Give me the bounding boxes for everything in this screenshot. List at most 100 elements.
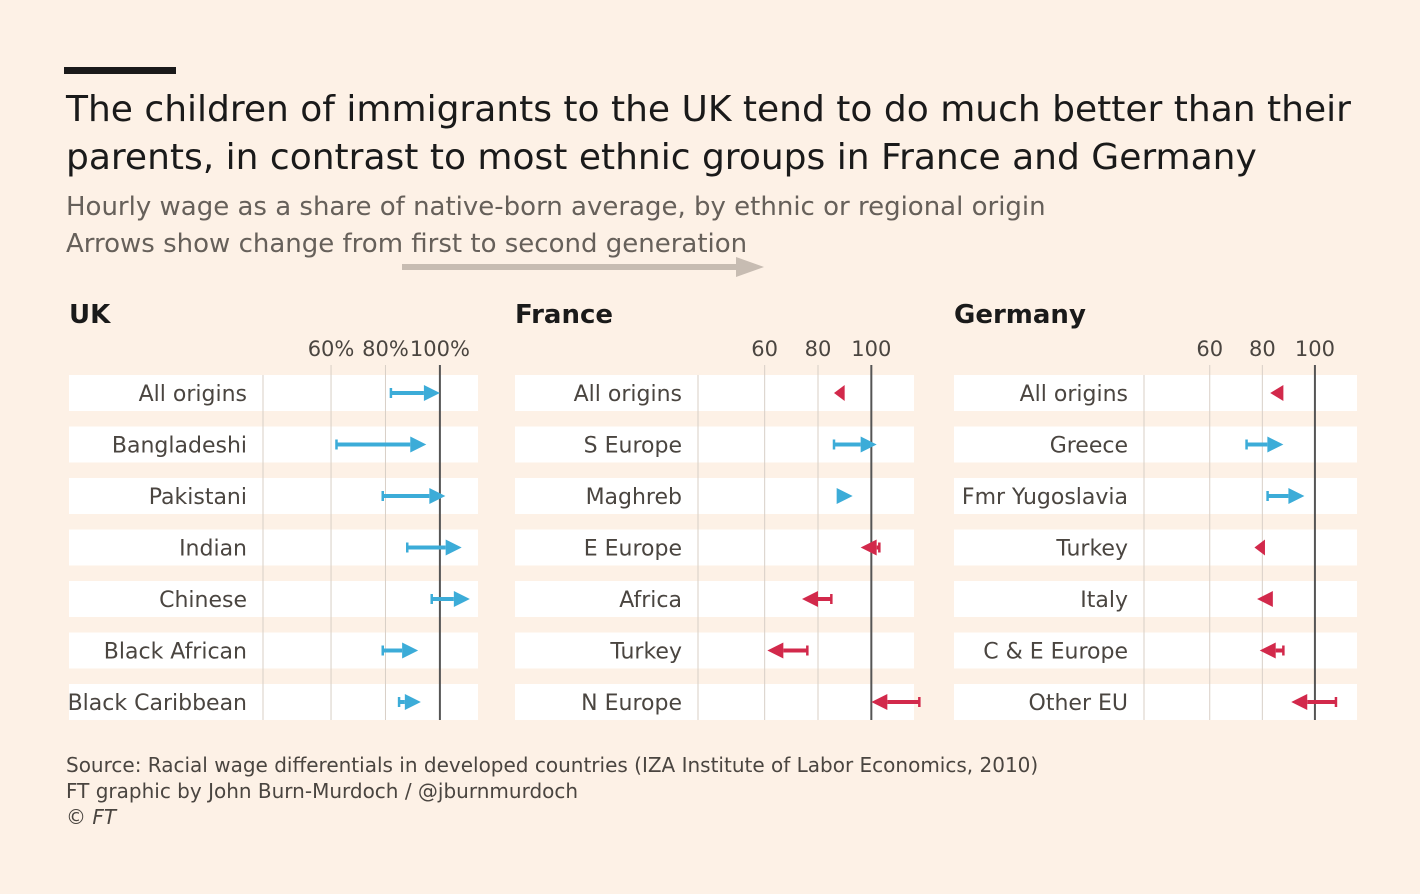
france-row-bg-turkey (515, 632, 914, 669)
uk-arrow-indian (405, 539, 462, 556)
uk-arrow-head-black-caribbean (404, 694, 421, 710)
germany-arrow-head-turkey (1254, 539, 1265, 556)
france-arrow-head-e-europe (860, 539, 877, 556)
germany-arrow-all-origins (1270, 385, 1284, 401)
title-accent-bar (64, 67, 176, 74)
france-row-bg-maghreb (515, 478, 914, 514)
france-arrow-head-n-europe (871, 694, 888, 710)
chart-footer: Source: Racial wage differentials in dev… (66, 752, 1038, 830)
germany-row-bg-all-origins (954, 375, 1357, 411)
germany-tick-label-100: 100 (1295, 337, 1335, 361)
uk-arrow-head-bangladeshi (410, 436, 427, 453)
uk-category-label-bangladeshi: Bangladeshi (112, 434, 247, 459)
germany-arrow-head-other-eu (1291, 694, 1308, 710)
germany-arrow-italy (1257, 591, 1273, 607)
france-arrow-africa (802, 591, 833, 607)
legend-arrow-shaft (402, 264, 742, 270)
uk-arrow-head-black-african (402, 642, 419, 659)
uk-chart: UK 60% 80% 100% All origins Bangladeshi Pakist… (68, 300, 478, 720)
germany-arrow-turkey (1254, 539, 1265, 556)
germany-category-label-turkey: Turkey (1055, 537, 1128, 562)
france-arrow-head-africa (802, 591, 818, 607)
france-tick-label-60: 60 (751, 337, 778, 361)
france-arrow-turkey (767, 642, 809, 659)
france-category-label-s-europe: S Europe (584, 434, 682, 459)
france-category-label-e-europe: E Europe (584, 537, 682, 562)
germany-row-bg-greece (954, 426, 1357, 463)
france-arrow-s-europe (832, 436, 877, 453)
germany-arrow-head-italy (1257, 591, 1273, 607)
germany-arrow-other-eu (1291, 694, 1338, 710)
france-panel-title: France (515, 300, 613, 330)
uk-tick-label-60: 60% (308, 337, 355, 361)
credit-note: FT graphic by John Burn-Murdoch / @jburn… (66, 779, 579, 803)
chart-title: The children of immigrants to the UK ten… (66, 89, 1351, 178)
france-category-label-maghreb: Maghreb (586, 485, 682, 510)
germany-arrow-head-fmr-yugoslavia (1288, 488, 1305, 504)
panel-uk: UK 60% 80% 100% All origins Bangladeshi Pakist… (66, 296, 478, 732)
uk-arrow-head-chinese (453, 591, 470, 607)
germany-arrow-head-greece (1267, 436, 1284, 453)
germany-arrow-fmr-yugoslavia (1266, 488, 1305, 504)
germany-arrow-head-c-e-europe (1259, 642, 1276, 659)
germany-category-label-c-e-europe: C & E Europe (983, 640, 1128, 665)
subtitle-line-1: Hourly wage as a share of native-born av… (66, 192, 1046, 222)
uk-category-label-pakistani: Pakistani (149, 485, 247, 510)
subtitle-line-2: Arrows show change from first to second … (66, 229, 748, 259)
uk-category-label-chinese: Chinese (159, 588, 247, 613)
germany-category-label-all-origins: All origins (1020, 382, 1128, 407)
france-row-bg-all-origins (515, 375, 914, 411)
france-category-label-all-origins: All origins (574, 382, 682, 407)
uk-arrow-head-indian (445, 539, 462, 556)
uk-arrow-all-origins (389, 385, 440, 401)
uk-category-label-black-african: Black African (104, 640, 247, 665)
france-arrow-e-europe (860, 539, 881, 556)
germany-arrow-head-all-origins (1270, 385, 1284, 401)
uk-arrow-head-pakistani (429, 488, 446, 504)
uk-tick-label-100: 100% (410, 337, 470, 361)
chart-subtitle: Hourly wage as a share of native-born av… (66, 189, 1266, 263)
france-arrow-head-all-origins (834, 385, 845, 401)
uk-panel-title: UK (69, 300, 111, 330)
germany-row-bg-c-e-europe (954, 632, 1357, 669)
panel-france: France 60 80 100 All origins S Europe Maghreb E… (512, 296, 921, 732)
germany-arrow-greece (1245, 436, 1284, 453)
germany-row-bg-italy (954, 581, 1357, 617)
france-arrow-head-maghreb (836, 488, 853, 504)
france-row-bg-africa (515, 581, 914, 617)
germany-chart: Germany 60 80 100 All origins Greece Fmr Yugos… (954, 300, 1357, 720)
panel-germany: Germany 60 80 100 All origins Greece Fmr Yugos… (951, 296, 1357, 732)
copyright-note: © FT (66, 805, 117, 829)
uk-arrow-pakistani (381, 488, 446, 504)
france-category-label-turkey: Turkey (609, 640, 682, 665)
france-row-bg-n-europe (515, 684, 914, 720)
germany-category-label-italy: Italy (1080, 588, 1128, 613)
france-category-label-africa: Africa (619, 588, 682, 613)
france-arrow-head-turkey (767, 642, 784, 659)
source-note: Source: Racial wage differentials in dev… (66, 753, 1039, 777)
uk-arrow-bangladeshi (335, 436, 427, 453)
germany-row-bg-turkey (954, 529, 1357, 566)
france-row-bg-e-europe (515, 529, 914, 566)
uk-category-label-indian: Indian (179, 537, 247, 562)
france-arrow-all-origins (834, 385, 845, 401)
legend-arrow (402, 257, 764, 277)
uk-category-label-all-origins: All origins (139, 382, 247, 407)
germany-tick-label-80: 80 (1249, 337, 1276, 361)
uk-tick-label-80: 80% (362, 337, 409, 361)
germany-category-label-other-eu: Other EU (1029, 691, 1128, 716)
france-arrow-n-europe (871, 694, 921, 710)
uk-arrow-chinese (430, 591, 470, 607)
france-chart: France 60 80 100 All origins S Europe Maghreb E… (515, 300, 921, 720)
uk-row-bg-chinese (69, 581, 478, 617)
germany-category-label-greece: Greece (1050, 434, 1128, 459)
uk-arrow-black-african (381, 642, 419, 659)
germany-panel-title: Germany (954, 300, 1086, 330)
france-arrow-head-s-europe (860, 436, 877, 453)
france-tick-label-80: 80 (805, 337, 832, 361)
uk-arrow-head-all-origins (423, 385, 440, 401)
uk-arrow-black-caribbean (397, 694, 421, 710)
germany-category-label-fmr-yugoslavia: Fmr Yugoslavia (962, 485, 1128, 510)
france-tick-label-100: 100 (851, 337, 891, 361)
france-arrow-maghreb (836, 488, 853, 504)
